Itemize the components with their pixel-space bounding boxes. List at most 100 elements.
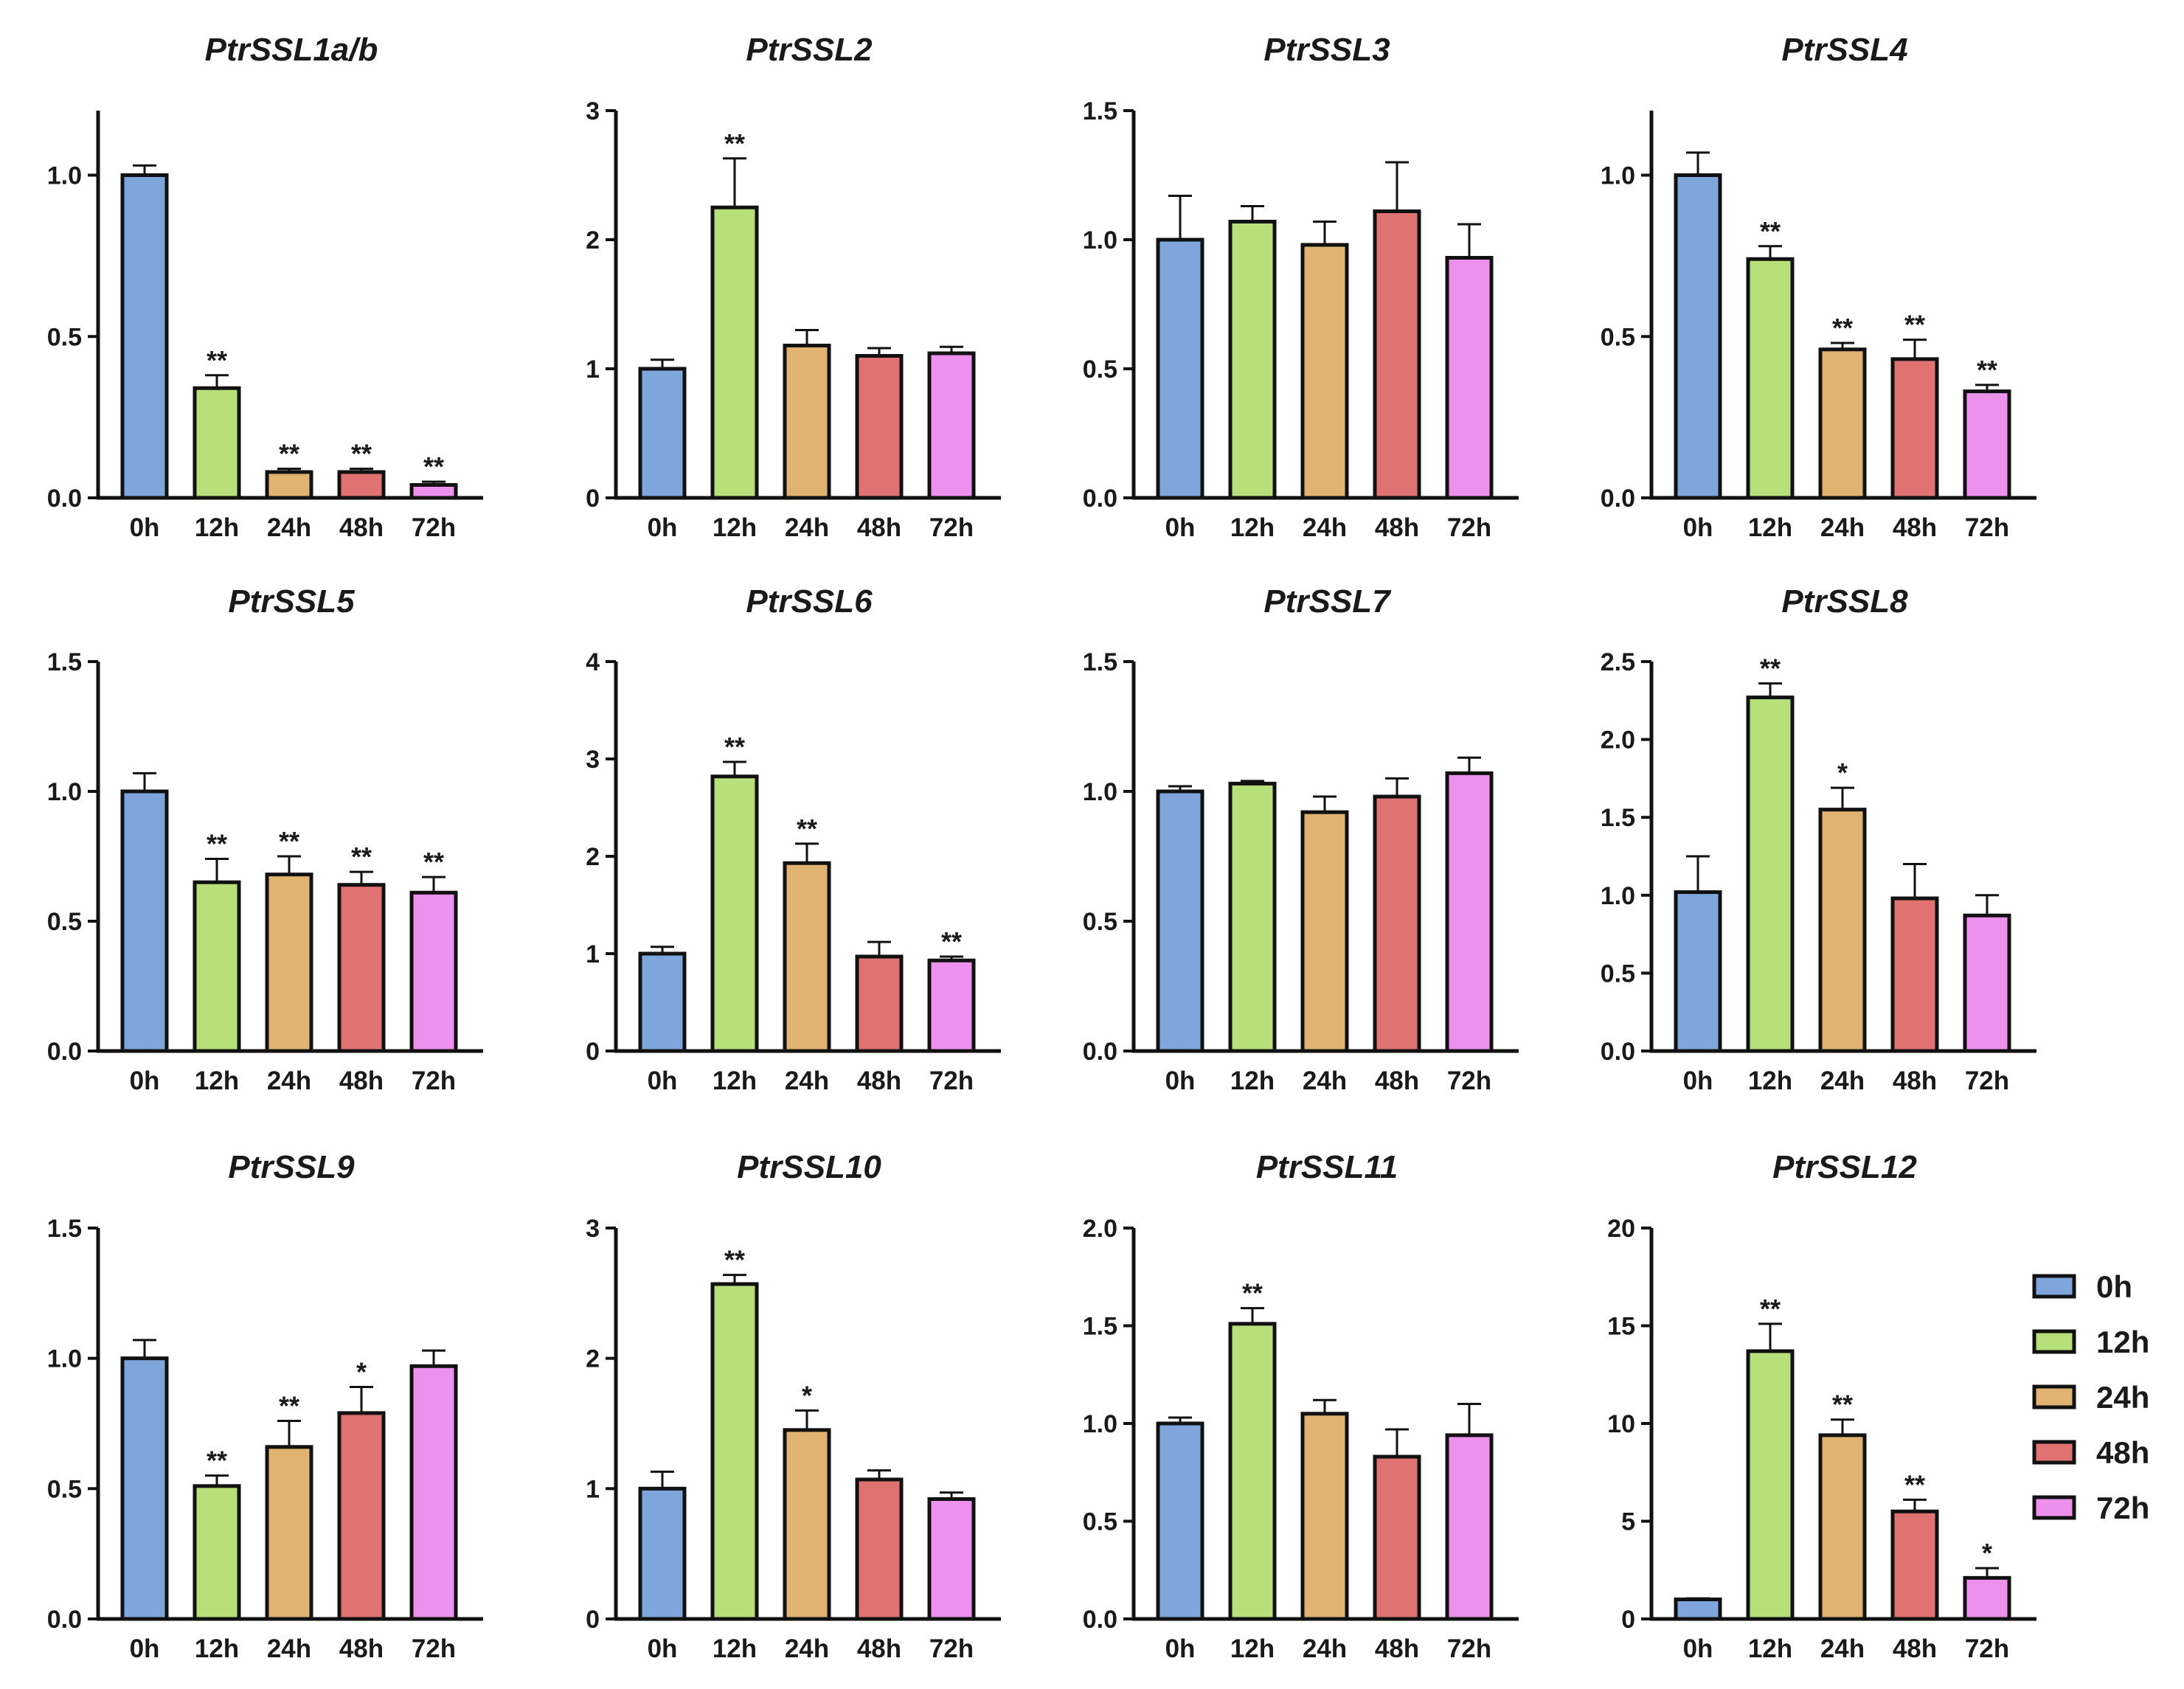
- significance-marker: **: [1242, 1278, 1263, 1308]
- bar-24h: [1818, 808, 1867, 1053]
- x-tick-label: 48h: [339, 513, 384, 542]
- x-tick-label: 0h: [1165, 1067, 1196, 1095]
- significance-marker: **: [1760, 653, 1781, 684]
- y-tick-label: 2: [586, 226, 600, 254]
- x-tick-label: 24h: [1303, 1634, 1347, 1663]
- chart-title: PtrSSL7: [1263, 583, 1392, 620]
- y-tick-label: 1.0: [1083, 1410, 1117, 1438]
- significance-marker: **: [423, 451, 444, 482]
- bar-12h: [710, 774, 759, 1053]
- x-tick-label: 24h: [785, 513, 829, 542]
- chart-title: PtrSSL1a/b: [205, 32, 378, 68]
- significance-marker: **: [1832, 313, 1853, 343]
- y-tick-label: 0.5: [47, 908, 82, 936]
- bar-0h: [1674, 173, 1722, 500]
- y-tick-label: 0.0: [47, 1038, 82, 1066]
- y-tick-label: 1: [586, 356, 600, 384]
- bar-12h: [1228, 220, 1277, 500]
- y-tick-label: 0.5: [1083, 356, 1117, 384]
- bar-0h: [1156, 789, 1204, 1053]
- bar-72h: [1963, 913, 2011, 1053]
- chart-ptrssl9: PtrSSL9 0h ** 12h ** 24h * 48h 72h 0.0 0.5 1.0 1.5: [47, 1149, 483, 1663]
- y-tick-label: 2.5: [1601, 648, 1635, 676]
- significance-marker: **: [724, 732, 745, 762]
- bar-72h: [927, 958, 976, 1053]
- legend-swatch: [2032, 1274, 2076, 1299]
- chart-title: PtrSSL11: [1256, 1149, 1398, 1185]
- y-tick-label: 5: [1621, 1508, 1635, 1536]
- x-tick-label: 24h: [1303, 513, 1347, 542]
- y-tick-label: 20: [1607, 1215, 1635, 1243]
- bar-24h: [783, 861, 831, 1053]
- x-tick-label: 48h: [1375, 513, 1419, 542]
- chart-title: PtrSSL3: [1263, 32, 1390, 68]
- y-tick-label: 3: [586, 97, 600, 125]
- y-tick-label: 1.0: [1601, 882, 1635, 910]
- x-tick-label: 24h: [1820, 1634, 1865, 1663]
- x-tick-label: 0h: [648, 513, 678, 542]
- y-tick-label: 0: [586, 1606, 600, 1634]
- bar-48h: [1373, 209, 1421, 500]
- legend-swatch: [2032, 1384, 2076, 1409]
- significance-marker: **: [207, 345, 227, 375]
- x-tick-label: 72h: [1965, 1634, 2009, 1663]
- significance-marker: **: [423, 847, 444, 877]
- x-tick-label: 12h: [713, 1634, 757, 1663]
- bar-24h: [783, 1428, 831, 1621]
- bar-24h: [1300, 243, 1349, 500]
- x-tick-label: 12h: [713, 513, 757, 542]
- y-tick-label: 1.5: [47, 1215, 82, 1243]
- y-tick-label: 1.5: [1601, 804, 1635, 832]
- y-tick-label: 0: [1621, 1606, 1635, 1634]
- bar-48h: [855, 954, 904, 1053]
- bar-12h: [1746, 1349, 1795, 1621]
- x-tick-label: 72h: [412, 513, 456, 542]
- legend-swatch: [2032, 1440, 2076, 1465]
- y-tick-label: 1.5: [47, 648, 82, 676]
- bar-72h: [1963, 1575, 2011, 1621]
- y-tick-label: 3: [586, 1215, 600, 1243]
- bar-12h: [1228, 781, 1277, 1053]
- x-tick-label: 12h: [713, 1067, 757, 1095]
- y-tick-label: 0.5: [1601, 323, 1635, 351]
- x-tick-label: 0h: [130, 513, 160, 542]
- x-tick-label: 0h: [1683, 513, 1713, 542]
- x-tick-label: 0h: [1165, 513, 1196, 542]
- bar-0h: [1674, 890, 1722, 1053]
- y-tick-label: 0.0: [1601, 485, 1635, 513]
- bar-12h: [1228, 1322, 1277, 1621]
- bar-48h: [855, 354, 904, 500]
- bar-48h: [337, 883, 386, 1053]
- significance-marker: **: [207, 1446, 227, 1476]
- y-tick-label: 2: [586, 843, 600, 871]
- significance-marker: *: [802, 1380, 812, 1410]
- x-tick-label: 12h: [1230, 1067, 1275, 1095]
- y-tick-label: 3: [586, 746, 600, 774]
- y-tick-label: 0.0: [1083, 1606, 1117, 1634]
- bar-72h: [1445, 256, 1494, 500]
- significance-marker: **: [351, 842, 372, 872]
- chart-title: PtrSSL2: [746, 32, 873, 68]
- y-tick-label: 1.0: [47, 1345, 82, 1373]
- x-tick-label: 72h: [412, 1067, 456, 1095]
- x-tick-label: 24h: [267, 1634, 311, 1663]
- x-tick-label: 24h: [1820, 513, 1865, 542]
- bar-24h: [265, 873, 313, 1053]
- y-tick-label: 0.5: [47, 323, 82, 351]
- significance-marker: **: [1760, 216, 1781, 246]
- x-tick-label: 0h: [1165, 1634, 1196, 1663]
- x-tick-label: 12h: [1748, 1067, 1792, 1095]
- legend-item-12h: 12h: [2032, 1325, 2149, 1359]
- chart-ptrssl11: PtrSSL11 0h ** 12h 24h 48h 72h 0.0 0.5 1.0 1.5 2.0: [1083, 1149, 1519, 1663]
- chart-panels: PtrSSL1a/b 0h ** 12h ** 24h ** 48h ** 72h 0.0 0.5 1.…: [47, 32, 2036, 1663]
- bar-0h: [1156, 1421, 1204, 1621]
- significance-marker: **: [351, 439, 372, 469]
- y-tick-label: 2.0: [1083, 1215, 1117, 1243]
- x-tick-label: 48h: [1893, 1634, 1937, 1663]
- y-tick-label: 2.0: [1601, 726, 1635, 755]
- y-tick-label: 15: [1607, 1313, 1635, 1341]
- significance-marker: **: [1760, 1294, 1781, 1324]
- bar-12h: [710, 205, 759, 500]
- y-tick-label: 1: [586, 1475, 600, 1503]
- y-tick-label: 1.0: [1083, 778, 1117, 806]
